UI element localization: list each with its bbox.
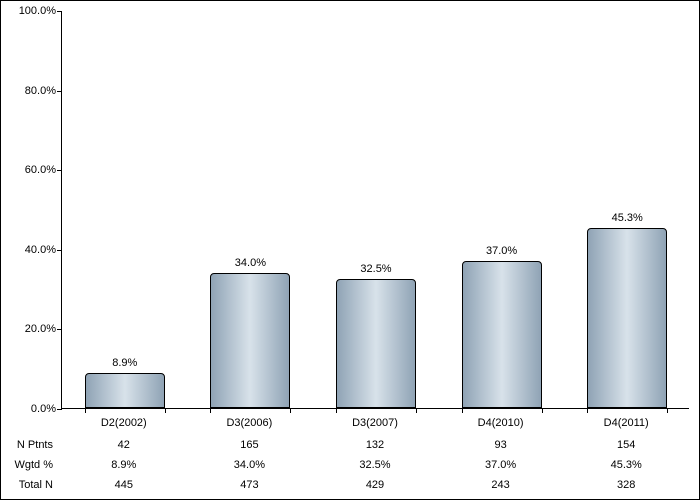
category-label: D2(2002) xyxy=(84,417,164,429)
category-label: D4(2011) xyxy=(586,417,666,429)
bar: 8.9% xyxy=(85,373,165,408)
y-tick-label: 20.0% xyxy=(25,323,56,335)
table-cell: 132 xyxy=(325,439,425,451)
table-cell: 93 xyxy=(451,439,551,451)
y-tick-mark xyxy=(57,91,62,92)
bar-value-label: 8.9% xyxy=(112,357,137,369)
category-label: D4(2010) xyxy=(461,417,541,429)
y-tick-label: 0.0% xyxy=(31,403,56,415)
bar-value-label: 34.0% xyxy=(235,257,266,269)
bar-rect xyxy=(587,228,667,408)
table-cell: 473 xyxy=(199,479,299,491)
bar-value-label: 32.5% xyxy=(360,263,391,275)
y-tick-mark xyxy=(57,11,62,12)
table-cell: 42 xyxy=(74,439,174,451)
bar-value-label: 45.3% xyxy=(612,212,643,224)
bar: 37.0% xyxy=(462,261,542,408)
table-cell: 37.0% xyxy=(451,459,551,471)
bar: 34.0% xyxy=(210,273,290,408)
bar-value-label: 37.0% xyxy=(486,245,517,257)
table-cell: 429 xyxy=(325,479,425,491)
y-tick-label: 80.0% xyxy=(25,85,56,97)
y-tick-mark xyxy=(57,170,62,171)
table-cell: 34.0% xyxy=(199,459,299,471)
y-tick-mark xyxy=(57,329,62,330)
table-cell: 8.9% xyxy=(74,459,174,471)
chart-container: 0.0% 20.0% 40.0% 60.0% 80.0% 100.0% 8.9% 34.0% 3… xyxy=(0,0,700,500)
bar: 32.5% xyxy=(336,279,416,408)
y-tick-mark xyxy=(57,250,62,251)
row-header: Total N xyxy=(19,479,53,491)
category-label: D3(2006) xyxy=(209,417,289,429)
row-header: N Ptnts xyxy=(17,439,53,451)
table-cell: 243 xyxy=(451,479,551,491)
table-cell: 154 xyxy=(576,439,676,451)
table-cell: 32.5% xyxy=(325,459,425,471)
table-cell: 165 xyxy=(199,439,299,451)
bar-rect xyxy=(336,279,416,408)
table-cell: 328 xyxy=(576,479,676,491)
category-label: D3(2007) xyxy=(335,417,415,429)
bar-rect xyxy=(210,273,290,408)
y-tick-label: 40.0% xyxy=(25,244,56,256)
y-tick-label: 100.0% xyxy=(19,5,56,17)
y-tick-label: 60.0% xyxy=(25,164,56,176)
x-axis-table: D2(2002) D3(2006) D3(2007) D4(2010) D4(2011)… xyxy=(61,409,689,499)
table-cell: 445 xyxy=(74,479,174,491)
row-header: Wgtd % xyxy=(14,459,53,471)
bar-rect xyxy=(462,261,542,408)
table-cell: 45.3% xyxy=(576,459,676,471)
bar: 45.3% xyxy=(587,228,667,408)
plot-area: 0.0%20.0%40.0%60.0%80.0%100.0%8.9%34.0%3… xyxy=(61,11,689,409)
bar-rect xyxy=(85,373,165,408)
